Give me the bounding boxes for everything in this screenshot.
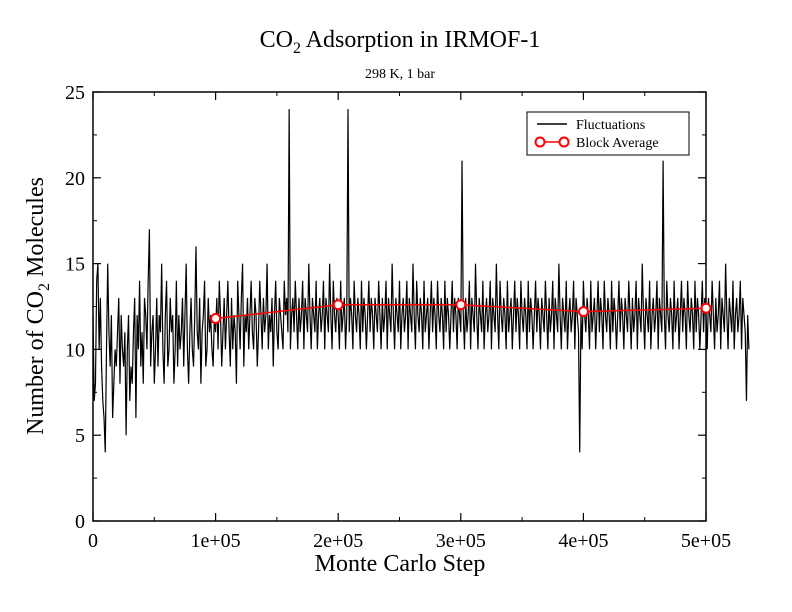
- series-line-fluctuations: [92, 109, 750, 453]
- x-tick-label: 5e+05: [681, 530, 731, 552]
- legend-marker-block-average-right: [558, 136, 570, 148]
- y-tick-label: 25: [65, 82, 85, 104]
- legend: Fluctuations Block Average: [526, 111, 690, 156]
- block-average-point: [700, 302, 712, 314]
- y-tick-label: 0: [75, 511, 85, 533]
- x-axis-label: Monte Carlo Step: [315, 551, 486, 577]
- block-average-point: [577, 306, 589, 318]
- block-average-point: [210, 313, 222, 325]
- block-average-point: [332, 299, 344, 311]
- y-tick-label: 10: [65, 339, 85, 361]
- y-tick-label: 5: [75, 425, 85, 447]
- x-axis-ticks: 0 1e+05 2e+05 3e+05 4e+05 5e+05: [88, 92, 731, 552]
- x-tick-label: 1e+05: [191, 530, 241, 552]
- legend-marker-block-average-left: [534, 136, 546, 148]
- x-tick-label: 2e+05: [313, 530, 363, 552]
- y-tick-label: 20: [65, 168, 85, 190]
- x-tick-label: 3e+05: [436, 530, 486, 552]
- y-axis-label: Number of CO2 Molecules: [23, 177, 53, 435]
- block-average-point: [455, 299, 467, 311]
- chart-title: CO2 Adsorption in IRMOF-1: [260, 27, 541, 57]
- legend-box: [526, 111, 690, 156]
- series-layer: [92, 109, 750, 453]
- legend-label-block-average: Block Average: [576, 136, 659, 151]
- x-tick-label: 0: [88, 530, 98, 552]
- y-tick-label: 15: [65, 254, 85, 276]
- chart-subtitle: 298 K, 1 bar: [365, 67, 435, 82]
- legend-label-fluctuations: Fluctuations: [576, 118, 645, 133]
- x-tick-label: 4e+05: [558, 530, 608, 552]
- y-axis-ticks: 0 5 10 15 20 25: [65, 82, 706, 533]
